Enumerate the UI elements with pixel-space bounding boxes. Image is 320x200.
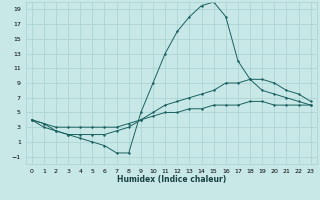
X-axis label: Humidex (Indice chaleur): Humidex (Indice chaleur) [116,175,226,184]
